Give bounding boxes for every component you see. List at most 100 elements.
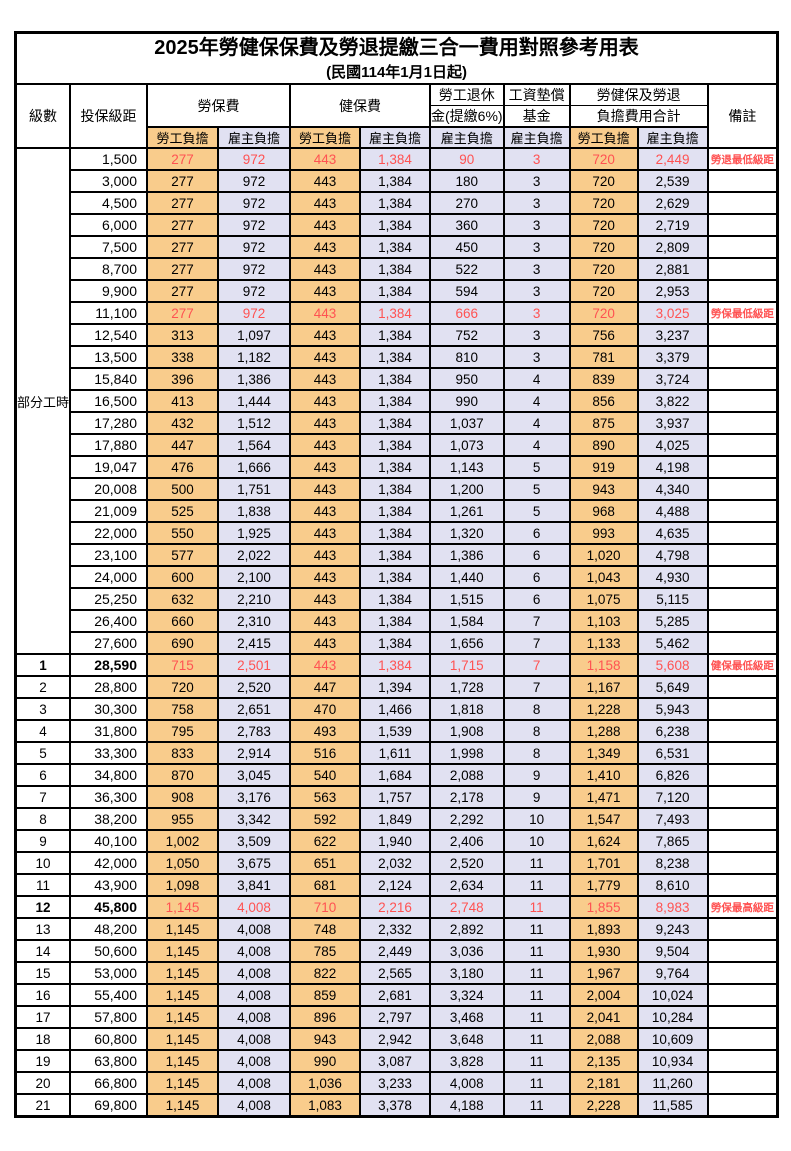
pension-employer-cell: 360 — [429, 213, 505, 237]
header-wage-fund-line2: 基金 — [502, 105, 571, 128]
total-employer-cell: 4,488 — [636, 499, 709, 523]
total-employee-cell: 1,855 — [568, 895, 639, 919]
table-row: 6,000 277 972 443 1,384 360 3 720 2,719 — [16, 213, 779, 237]
pension-employer-cell: 522 — [429, 257, 505, 281]
remark-cell — [706, 697, 779, 721]
total-employee-cell: 919 — [568, 455, 639, 479]
labor-fee-employer-cell: 2,310 — [217, 609, 292, 633]
health-fee-employee-cell: 443 — [289, 323, 362, 347]
table-row: 7,500 277 972 443 1,384 450 3 720 2,809 — [16, 235, 779, 259]
health-fee-employer-cell: 1,384 — [359, 587, 432, 611]
labor-fee-employee-cell: 632 — [146, 587, 220, 611]
total-employer-cell: 5,285 — [636, 609, 709, 633]
wage-fund-employer-cell: 11 — [502, 983, 571, 1007]
bracket-cell: 31,800 — [69, 719, 149, 743]
remark-cell: 勞保最高級距 — [706, 895, 779, 919]
table-row: 9 40,100 1,002 3,509 622 1,940 2,406 10 1,624 7,8… — [14, 829, 779, 853]
health-fee-employer-cell: 1,611 — [359, 741, 432, 765]
remark-cell — [706, 741, 779, 765]
header-health-employee-share: 勞工負擔 — [289, 126, 362, 149]
bracket-cell: 63,800 — [69, 1049, 149, 1073]
labor-fee-employer-cell: 3,841 — [217, 873, 292, 897]
health-fee-employee-cell: 443 — [289, 433, 362, 457]
wage-fund-employer-cell: 3 — [502, 257, 571, 281]
labor-fee-employer-cell: 3,342 — [217, 807, 292, 831]
wage-fund-employer-cell: 4 — [502, 389, 571, 413]
health-fee-employer-cell: 2,124 — [359, 873, 432, 897]
labor-fee-employer-cell: 972 — [217, 213, 292, 237]
table-row: 18 60,800 1,145 4,008 943 2,942 3,648 11 2,088 10… — [14, 1027, 779, 1051]
wage-fund-employer-cell: 6 — [502, 543, 571, 567]
health-fee-employer-cell: 1,684 — [359, 763, 432, 787]
labor-fee-employee-cell: 277 — [146, 257, 220, 281]
health-fee-employer-cell: 1,384 — [359, 147, 432, 171]
total-employee-cell: 1,020 — [568, 543, 639, 567]
total-employee-cell: 1,410 — [568, 763, 639, 787]
health-fee-employee-cell: 443 — [289, 367, 362, 391]
health-fee-employee-cell: 859 — [289, 983, 362, 1007]
table-row: 4,500 277 972 443 1,384 270 3 720 2,629 — [16, 191, 779, 215]
wage-fund-employer-cell: 6 — [502, 521, 571, 545]
labor-fee-employee-cell: 313 — [146, 323, 220, 347]
remark-cell — [706, 1005, 779, 1029]
table-row: 17 57,800 1,145 4,008 896 2,797 3,468 11 2,041 10… — [14, 1005, 779, 1029]
health-fee-employer-cell: 3,087 — [359, 1049, 432, 1073]
labor-fee-employer-cell: 4,008 — [217, 1005, 292, 1029]
remark-cell — [706, 917, 779, 941]
pension-employer-cell: 1,908 — [429, 719, 505, 743]
level-cell: 14 — [14, 939, 72, 963]
wage-fund-employer-cell: 8 — [502, 741, 571, 765]
table-row: 11 43,900 1,098 3,841 681 2,124 2,634 11 1,779 8,… — [14, 873, 779, 897]
remark-cell — [706, 367, 779, 391]
health-fee-employer-cell: 1,384 — [359, 257, 432, 281]
labor-fee-employer-cell: 4,008 — [217, 917, 292, 941]
health-fee-employer-cell: 1,384 — [359, 455, 432, 479]
total-employee-cell: 2,004 — [568, 983, 639, 1007]
remark-cell — [706, 455, 779, 479]
wage-fund-employer-cell: 3 — [502, 191, 571, 215]
labor-fee-employee-cell: 577 — [146, 543, 220, 567]
health-fee-employee-cell: 748 — [289, 917, 362, 941]
health-fee-employee-cell: 896 — [289, 1005, 362, 1029]
pension-employer-cell: 1,037 — [429, 411, 505, 435]
remark-cell — [706, 565, 779, 589]
remark-cell — [706, 433, 779, 457]
total-employer-cell: 7,120 — [636, 785, 709, 809]
table-row: 15,840 396 1,386 443 1,384 950 4 839 3,724 — [16, 367, 779, 391]
total-employer-cell: 2,953 — [636, 279, 709, 303]
health-fee-employee-cell: 443 — [289, 455, 362, 479]
table-row: 16 55,400 1,145 4,008 859 2,681 3,324 11 2,004 10… — [14, 983, 779, 1007]
labor-fee-employer-cell: 1,925 — [217, 521, 292, 545]
wage-fund-employer-cell: 11 — [502, 1005, 571, 1029]
bracket-cell: 19,047 — [69, 455, 149, 479]
pension-employer-cell: 1,261 — [429, 499, 505, 523]
wage-fund-employer-cell: 4 — [502, 433, 571, 457]
table-row: 3 30,300 758 2,651 470 1,466 1,818 8 1,228 5,943 — [14, 697, 779, 721]
bracket-cell: 57,800 — [69, 1005, 149, 1029]
remark-cell — [706, 961, 779, 985]
bracket-cell: 25,250 — [69, 587, 149, 611]
total-employer-cell: 6,826 — [636, 763, 709, 787]
health-fee-employer-cell: 1,384 — [359, 367, 432, 391]
labor-fee-employer-cell: 2,100 — [217, 565, 292, 589]
health-fee-employee-cell: 822 — [289, 961, 362, 985]
labor-fee-employer-cell: 3,509 — [217, 829, 292, 853]
bracket-cell: 50,600 — [69, 939, 149, 963]
total-employer-cell: 8,610 — [636, 873, 709, 897]
table-row: 19 63,800 1,145 4,008 990 3,087 3,828 11 2,135 10… — [14, 1049, 779, 1073]
labor-fee-employee-cell: 277 — [146, 301, 220, 325]
pension-employer-cell: 4,008 — [429, 1071, 505, 1095]
table-row: 23,100 577 2,022 443 1,384 1,386 6 1,020 4,798 — [16, 543, 779, 567]
labor-fee-employee-cell: 1,145 — [146, 917, 220, 941]
wage-fund-employer-cell: 11 — [502, 1071, 571, 1095]
labor-fee-employer-cell: 972 — [217, 235, 292, 259]
labor-fee-employee-cell: 1,145 — [146, 1027, 220, 1051]
labor-fee-employer-cell: 2,651 — [217, 697, 292, 721]
labor-fee-employee-cell: 277 — [146, 279, 220, 303]
labor-fee-employee-cell: 1,145 — [146, 1071, 220, 1095]
health-fee-employee-cell: 443 — [289, 587, 362, 611]
bracket-cell: 66,800 — [69, 1071, 149, 1095]
total-employer-cell: 3,025 — [636, 301, 709, 325]
health-fee-employer-cell: 2,032 — [359, 851, 432, 875]
level-cell: 6 — [14, 763, 72, 787]
